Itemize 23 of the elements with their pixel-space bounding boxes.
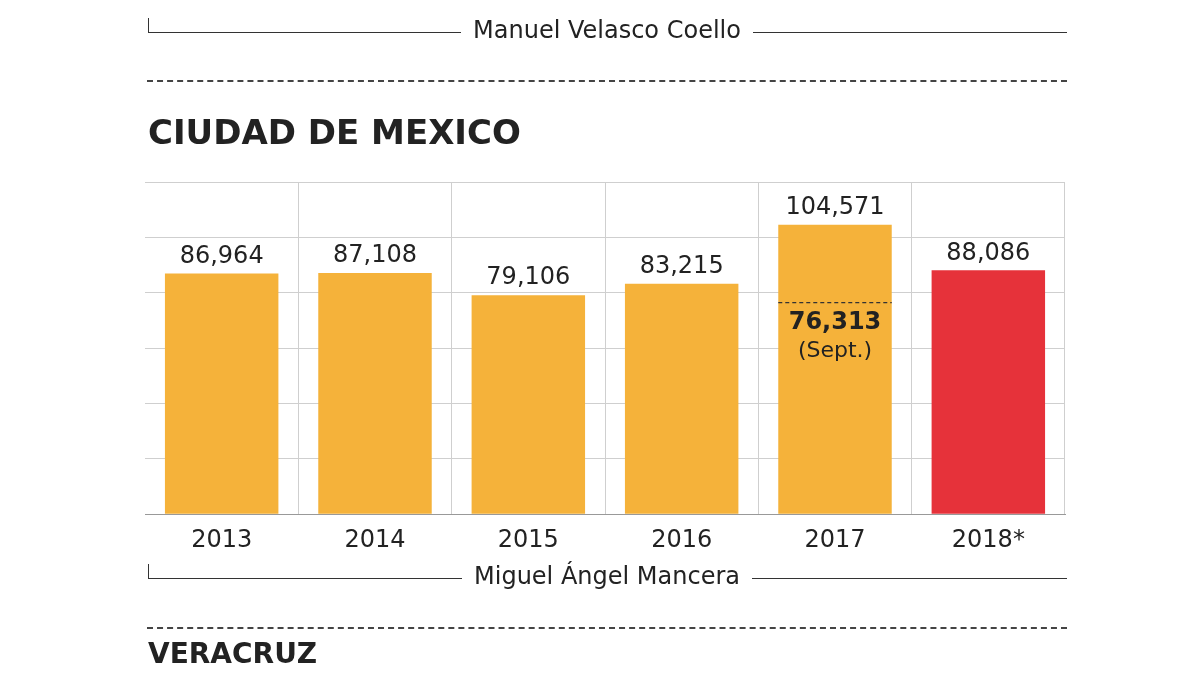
data-label: 88,086 [946,237,1031,266]
data-label: 83,215 [639,251,724,280]
x-tick-label: 2013 [191,524,253,553]
data-label: 79,106 [486,262,571,291]
annotation: 76,313 (Sept.) [788,306,882,363]
bar [931,270,1046,514]
x-tick-label: 2015 [497,524,559,553]
text: Miguel Ángel Mancera [462,562,752,590]
x-tick-label: 2017 [804,524,866,553]
data-label: 86,964 [179,240,264,269]
chart-title: CIUDAD DE MEXICO [148,112,521,152]
text: Manuel Velasco Coello [461,16,753,44]
x-tick-label: 2018* [951,524,1025,553]
data-label: 104,571 [785,191,885,220]
x-tick-label: 2016 [651,524,713,553]
data-label: 87,108 [333,240,417,269]
x-tick-label: 2014 [344,524,406,553]
bar [778,224,892,514]
bar [471,295,586,514]
text: VERACRUZ [148,637,318,670]
bar [318,273,432,514]
bar [624,283,739,514]
bar [164,273,279,514]
